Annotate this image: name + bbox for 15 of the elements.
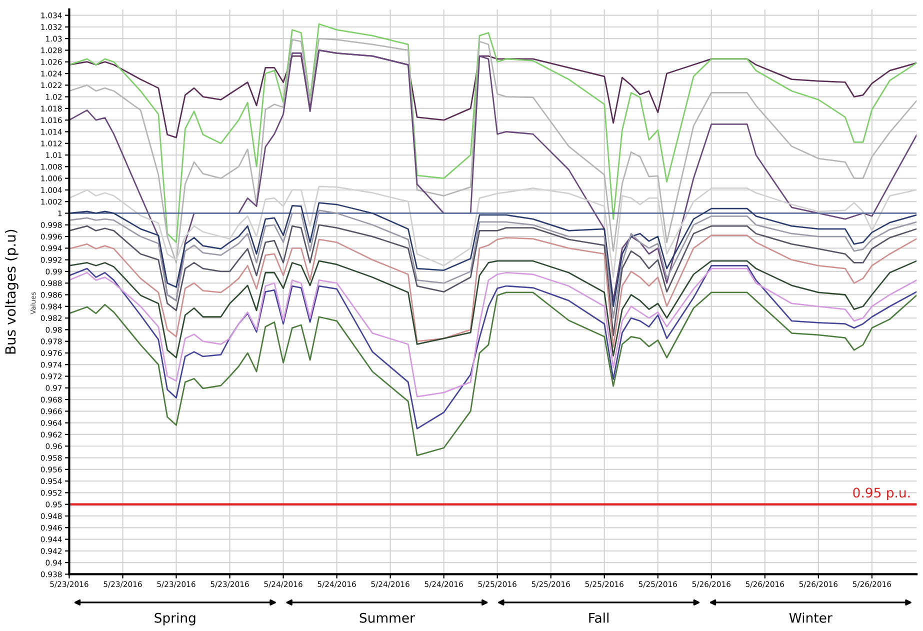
line-series bbox=[69, 202, 917, 308]
line-series bbox=[69, 234, 917, 348]
line-series bbox=[69, 264, 917, 430]
ref-line-label: 0.95 p.u. bbox=[853, 488, 910, 500]
line-series bbox=[69, 268, 917, 398]
text: Spring bbox=[154, 612, 196, 626]
line-series bbox=[69, 224, 917, 336]
line-series bbox=[69, 50, 917, 302]
text: Summer bbox=[360, 612, 415, 623]
line-series bbox=[69, 260, 917, 358]
text: Winter bbox=[789, 612, 832, 623]
text: Fall bbox=[589, 612, 608, 623]
line-series bbox=[69, 210, 917, 319]
line-series bbox=[69, 292, 917, 456]
y-axis-title: Bus voltages (p.u) bbox=[4, 230, 18, 354]
